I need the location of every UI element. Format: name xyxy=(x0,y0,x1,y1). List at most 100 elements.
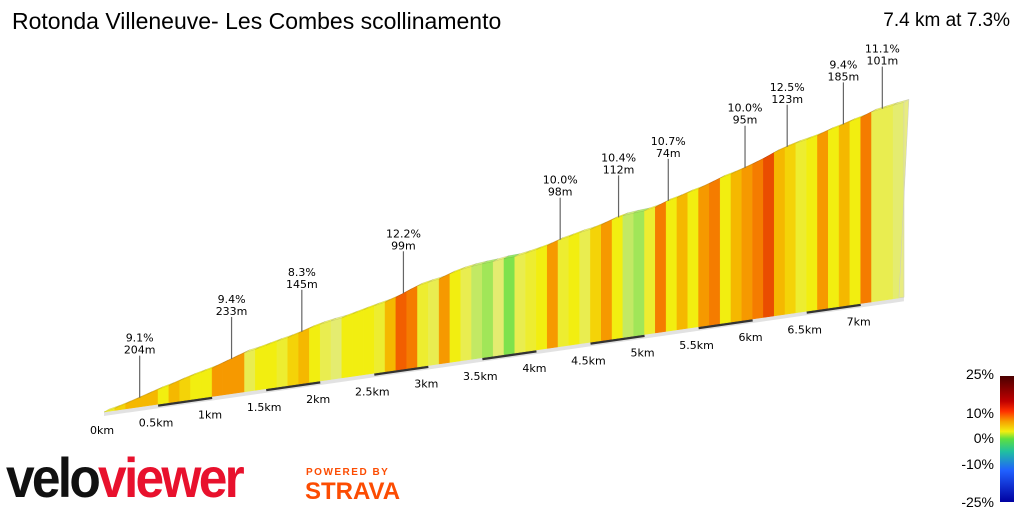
gradient-segment xyxy=(773,147,786,317)
gradient-segment xyxy=(806,135,818,312)
annotation-gradient: 10.7% xyxy=(651,135,686,148)
powered-by-label: POWERED BY xyxy=(306,467,390,478)
distance-band xyxy=(806,303,861,314)
gradient-segment xyxy=(752,158,764,320)
profile-end-face xyxy=(898,98,910,298)
gradient-segment xyxy=(319,320,332,382)
annotation-length: 74m xyxy=(656,147,681,160)
gradient-segment xyxy=(730,168,743,323)
legend-label: 0% xyxy=(973,430,994,446)
annotation-gradient: 10.4% xyxy=(601,151,636,164)
gradient-segment xyxy=(611,215,624,340)
annotation-length: 95m xyxy=(733,114,758,127)
x-tick-label: 5.5km xyxy=(679,339,714,352)
x-tick-label: 5km xyxy=(630,347,654,360)
annotation-gradient: 12.5% xyxy=(770,81,805,94)
gradient-segment xyxy=(190,371,202,400)
gradient-segment xyxy=(298,328,310,385)
annotation-length: 204m xyxy=(124,344,156,357)
x-tick-label: 2.5km xyxy=(355,385,390,398)
annotation-length: 101m xyxy=(866,55,898,68)
gradient-segment xyxy=(503,256,516,355)
gradient-segment xyxy=(719,173,732,324)
gradient-segment xyxy=(817,129,829,310)
gradient-segment xyxy=(633,210,645,337)
gradient-segment xyxy=(492,258,505,357)
x-tick-label: 1.5km xyxy=(247,401,282,414)
gradient-segment xyxy=(341,313,353,379)
gradient-segment xyxy=(287,332,299,386)
x-tick-label: 6.5km xyxy=(787,323,822,336)
gradient-segment xyxy=(374,301,386,374)
gradient-segment xyxy=(428,278,440,366)
gradient-segment xyxy=(417,281,429,368)
gradient-segment xyxy=(352,309,364,377)
gradient-segment xyxy=(601,219,613,341)
gradient-segment xyxy=(384,296,397,372)
gradient-segment xyxy=(255,345,267,391)
annotation-gradient: 8.3% xyxy=(288,266,316,279)
veloviewer-logo: veloviewer xyxy=(6,446,245,509)
annotation-gradient: 9.1% xyxy=(126,332,154,345)
x-tick-label: 0.5km xyxy=(139,416,174,429)
gradient-segment xyxy=(536,245,548,351)
gradient-segment xyxy=(568,232,580,346)
x-tick-label: 1km xyxy=(198,409,222,422)
gradient-segment xyxy=(449,269,461,363)
gradient-segment xyxy=(838,121,851,307)
distance-band xyxy=(590,334,645,345)
distance-band xyxy=(265,380,321,392)
gradient-segment xyxy=(828,125,840,309)
gradient-segment xyxy=(871,108,883,303)
x-tick-label: 3km xyxy=(414,378,438,391)
gradient-segment xyxy=(395,291,407,371)
gradient-segment xyxy=(514,252,526,354)
gradient-segment xyxy=(590,224,602,343)
gradient-segment xyxy=(363,305,375,376)
strava-logo: STRAVA xyxy=(305,478,401,505)
x-tick-label: 6km xyxy=(739,331,763,344)
gradient-segment xyxy=(233,352,245,394)
distance-band xyxy=(698,318,753,330)
x-tick-label: 4.5km xyxy=(571,354,606,367)
gradient-segment xyxy=(222,357,234,396)
gradient-segment xyxy=(622,212,634,338)
distance-band xyxy=(482,349,537,361)
gradient-segment xyxy=(276,337,289,388)
gradient-segment xyxy=(741,163,753,321)
climb-summary: 7.4 km at 7.3% xyxy=(883,10,1010,31)
legend-label: 25% xyxy=(965,366,994,382)
annotation-length: 185m xyxy=(828,70,860,83)
page-title: Rotonda Villeneuve- Les Combes scollinam… xyxy=(12,8,502,34)
distance-band xyxy=(157,396,213,407)
gradient-segment xyxy=(309,324,321,383)
gradient-segment xyxy=(579,228,591,345)
annotation-gradient: 10.0% xyxy=(543,174,578,187)
gradient-segment xyxy=(525,249,537,352)
gradient-segment xyxy=(211,362,224,397)
gradient-segment xyxy=(201,367,213,399)
gradient-segment xyxy=(330,317,343,380)
gradient-segment xyxy=(860,111,872,304)
annotation-gradient: 12.2% xyxy=(386,227,421,240)
annotation-length: 98m xyxy=(548,186,573,199)
x-tick-label: 2km xyxy=(306,393,330,406)
gradient-segment xyxy=(795,139,807,314)
gradient-segment xyxy=(687,188,699,329)
annotation-length: 99m xyxy=(391,239,416,252)
x-tick-label: 3.5km xyxy=(463,370,498,383)
gradient-segment xyxy=(460,266,472,362)
gradient-segment xyxy=(698,183,710,328)
gradient-segment xyxy=(244,349,256,393)
gradient-segment xyxy=(665,197,678,332)
legend-label: -25% xyxy=(961,494,994,510)
gradient-segment xyxy=(655,201,667,334)
annotation-gradient: 9.4% xyxy=(829,58,857,71)
gradient-segment xyxy=(546,240,559,349)
gradient-segment xyxy=(784,142,797,315)
gradient-segment xyxy=(406,285,418,369)
gradient-segment xyxy=(676,192,688,331)
annotation-length: 123m xyxy=(771,93,803,106)
annotation-length: 233m xyxy=(216,305,248,318)
